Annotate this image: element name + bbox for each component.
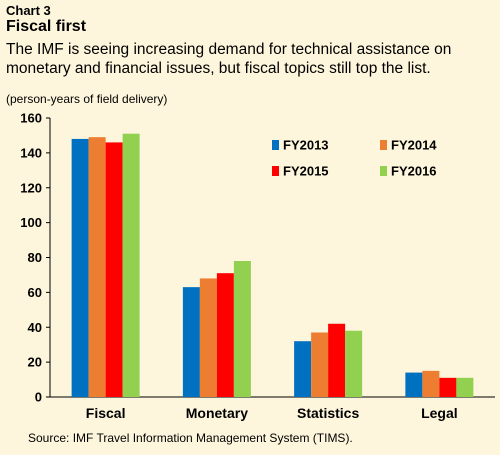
bar-fy2013-monetary — [182, 287, 200, 397]
legend-swatch-fy2014 — [380, 140, 387, 150]
chart-subtitle-line-1: The IMF is seeing increasing demand for … — [6, 41, 452, 58]
y-tick-label: 80 — [28, 250, 42, 265]
y-tick-label: 0 — [35, 390, 42, 405]
x-category-label: Monetary — [186, 405, 248, 421]
bar-fy2015-statistics — [328, 323, 346, 397]
legend-label-fy2013: FY2013 — [283, 138, 329, 153]
chart-title: Fiscal first — [6, 18, 87, 35]
bar-fy2015-legal — [439, 377, 457, 397]
y-tick-label: 120 — [20, 180, 42, 195]
bar-fy2016-statistics — [345, 330, 363, 397]
y-tick-label: 140 — [20, 145, 42, 160]
y-axis-unit-label: (person-years of field delivery) — [6, 92, 168, 106]
bar-fy2016-legal — [456, 377, 474, 397]
bar-fy2013-legal — [405, 372, 423, 397]
bar-fy2014-statistics — [311, 332, 329, 397]
chart-subtitle-line-2: monetary and financial issues, but fisca… — [6, 60, 431, 77]
bar-fy2016-monetary — [233, 260, 251, 397]
y-tick-label: 100 — [20, 215, 42, 230]
y-tick-label: 60 — [28, 285, 42, 300]
legend-label-fy2015: FY2015 — [283, 164, 329, 179]
bar-fy2013-fiscal — [71, 138, 89, 398]
source-note: Source: IMF Travel Information Managemen… — [28, 431, 353, 445]
chart-number: Chart 3 — [6, 3, 51, 18]
plot-area: 0 20 40 60 80 100 120 140 160 Fiscal Monetary Stati… — [20, 111, 495, 421]
bar-fy2016-fiscal — [122, 133, 140, 397]
bar-fy2014-fiscal — [88, 137, 106, 397]
bar-fy2014-monetary — [199, 278, 217, 397]
bar-fy2015-monetary — [216, 273, 234, 397]
legend-swatch-fy2015 — [272, 166, 279, 176]
bar-fy2013-statistics — [294, 341, 312, 397]
y-tick-label: 160 — [20, 111, 42, 126]
bar-fy2015-fiscal — [105, 142, 123, 397]
legend-swatch-fy2016 — [380, 166, 387, 176]
x-category-label: Legal — [421, 405, 458, 421]
x-category-label: Statistics — [297, 405, 359, 421]
legend-label-fy2016: FY2016 — [391, 164, 437, 179]
legend-swatch-fy2013 — [272, 140, 279, 150]
y-tick-label: 20 — [28, 355, 42, 370]
legend-label-fy2014: FY2014 — [391, 138, 437, 153]
bar-fy2014-legal — [422, 370, 440, 397]
x-category-label: Fiscal — [86, 405, 126, 421]
y-tick-label: 40 — [28, 320, 42, 335]
